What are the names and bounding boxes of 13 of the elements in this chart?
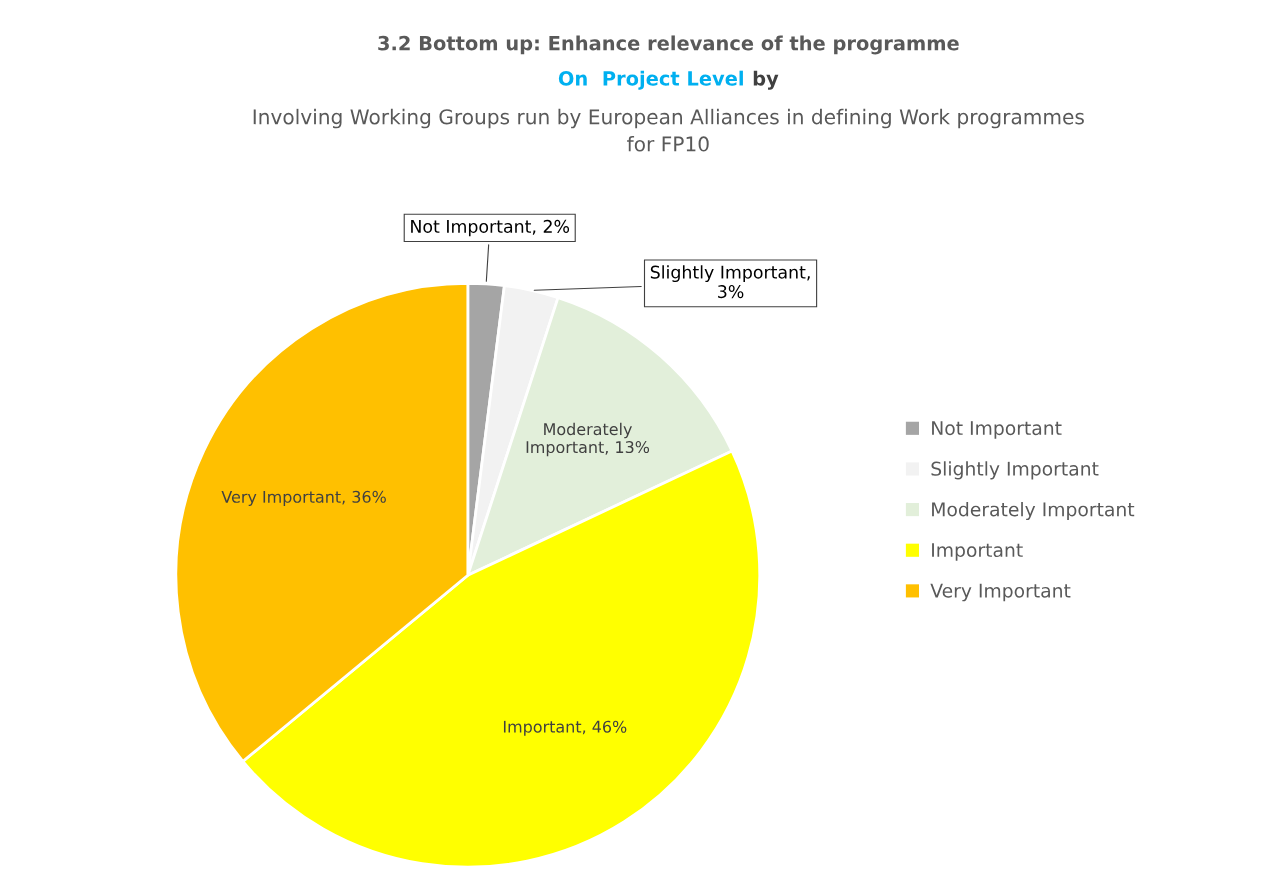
data-label: Not Important, 2% xyxy=(411,219,570,237)
chart-title: 3.2 Bottom up: Enhance relevance of the programme xyxy=(378,35,959,55)
legend-label: Very Important xyxy=(930,583,1071,602)
data-label: Slightly Important, 3% xyxy=(650,265,810,299)
data-label: Moderately Important, 13% xyxy=(526,422,650,457)
data-label: Very Important, 36% xyxy=(221,490,386,506)
text: Involving Working Groups run by European Alliances in defining Work programmes for FP10 xyxy=(253,108,1084,152)
data-label: Important, 46% xyxy=(503,720,627,736)
chart-subtitle: On Project Level by xyxy=(558,70,779,90)
legend-label: Not Important xyxy=(932,421,1062,439)
legend-label: Moderately Important xyxy=(932,501,1135,521)
legend-label: Important xyxy=(932,543,1023,561)
legend-label: Slightly Important xyxy=(931,461,1099,480)
